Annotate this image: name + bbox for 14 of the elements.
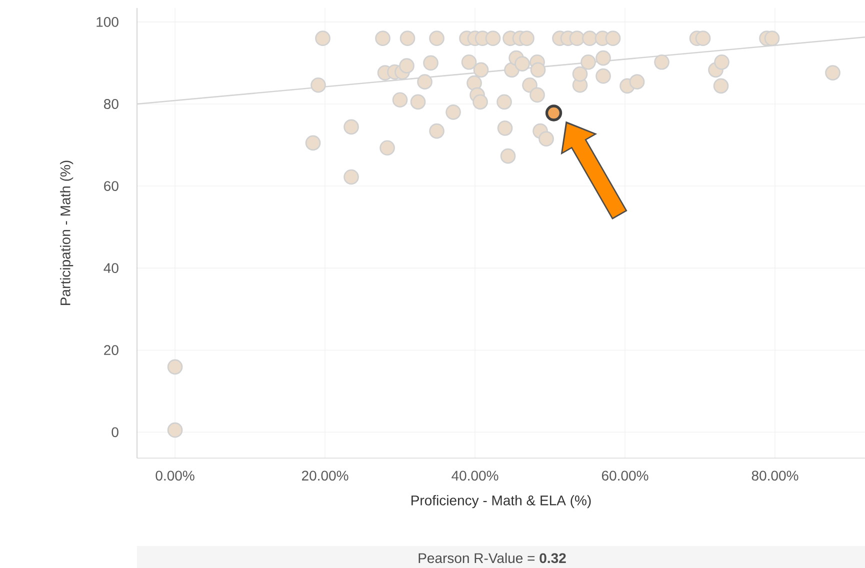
y-tick-label: 60 xyxy=(104,181,118,191)
x-tick-label: 0.00% xyxy=(156,470,194,481)
x-axis-title: Proficiency - Math & ELA (%) xyxy=(412,495,591,508)
text: Pearson R-Value = 0.32 xyxy=(418,552,566,564)
y-tick-label: 40 xyxy=(104,263,118,274)
x-tick-label: 60.00% xyxy=(602,470,648,481)
y-tick-label: 20 xyxy=(104,345,118,356)
y-axis-title: Participation - Math (%) xyxy=(60,160,74,305)
x-tick-label: 20.00% xyxy=(302,470,348,481)
y-tick-label: 80 xyxy=(104,99,118,109)
y-tick-label: 0 xyxy=(112,427,118,438)
x-tick-label: 80.00% xyxy=(752,470,798,481)
y-tick-label: 100 xyxy=(96,16,118,27)
x-tick-label: 40.00% xyxy=(452,470,498,481)
